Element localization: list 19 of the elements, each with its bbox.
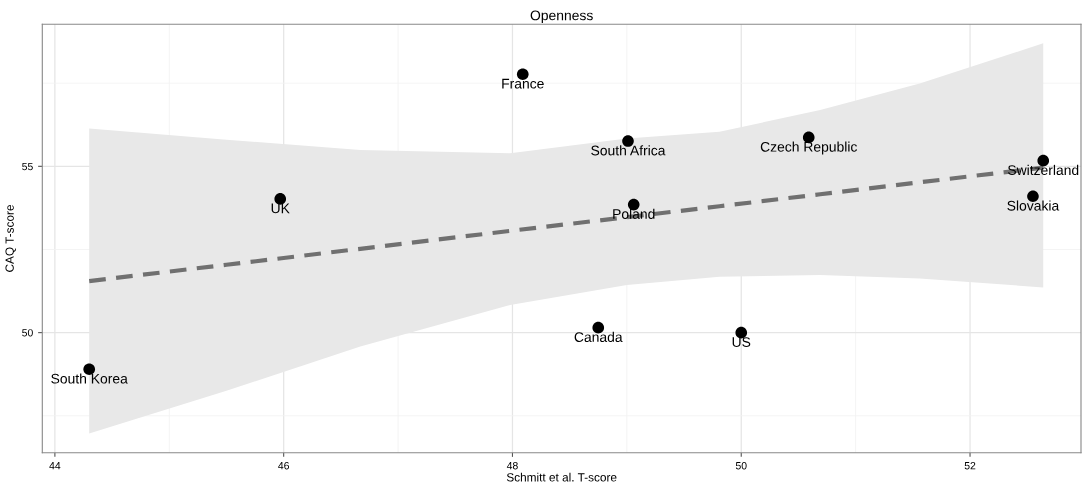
annotation: South Africa	[591, 145, 666, 156]
annotation: Poland	[613, 208, 655, 219]
annotation: Slovakia	[1007, 200, 1060, 211]
annotation: South Korea	[51, 373, 128, 384]
annotation: Canada	[574, 331, 623, 343]
x-tick-label: 46	[278, 462, 290, 470]
chart-title: Openness	[530, 10, 593, 24]
x-tick-label: 52	[964, 462, 976, 470]
x-tick-label: 48	[506, 462, 518, 470]
x-tick-label: 50	[735, 462, 747, 470]
annotation: UK	[271, 203, 290, 214]
annotation: US	[732, 337, 751, 347]
annotation: France	[502, 78, 544, 89]
y-tick-label: 55	[22, 162, 33, 171]
y-axis-title: CAQ T-score	[5, 205, 16, 272]
annotation: Czech Republic	[760, 141, 858, 155]
x-tick-label: 44	[49, 462, 61, 470]
x-axis-title: Schmitt et al. T-score	[506, 472, 617, 482]
annotation: Switzerland	[1007, 164, 1079, 176]
